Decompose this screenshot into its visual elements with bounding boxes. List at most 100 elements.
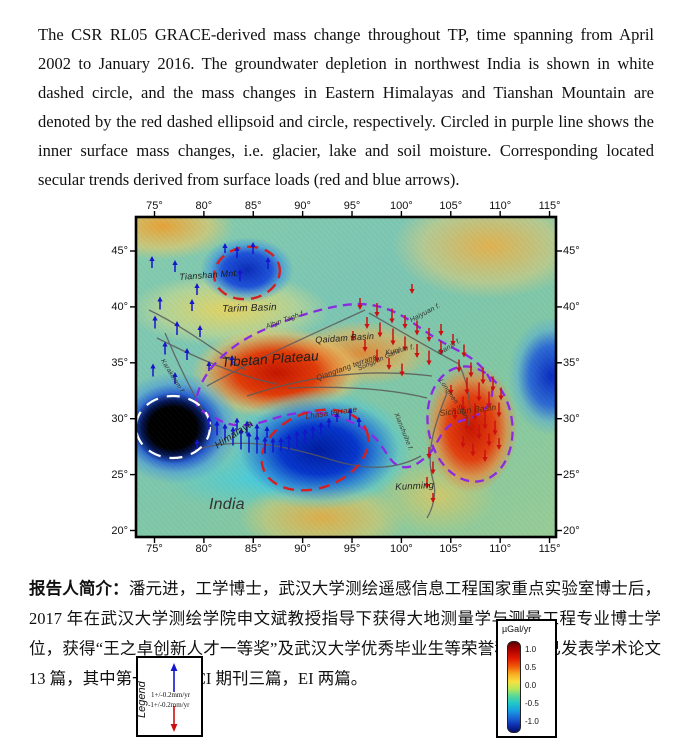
uplift-arrow-icon — [197, 325, 203, 330]
subsidence-arrow-icon — [448, 390, 454, 395]
trend-arrows — [149, 242, 504, 503]
subsidence-arrow-icon — [498, 395, 504, 401]
uplift-arrow-icon — [172, 260, 178, 265]
colorbar-tick-label: -0.5 — [525, 699, 539, 708]
legend-title: Legend — [136, 681, 148, 718]
axis-tick-label: 110° — [489, 200, 512, 212]
map-label: Kunming — [395, 479, 435, 493]
subsidence-arrow-icon — [496, 412, 502, 418]
uplift-arrow-icon — [302, 428, 308, 434]
colorbar-gradient — [507, 641, 521, 733]
uplift-arrow-icon — [230, 426, 236, 432]
axis-tick-label: 95° — [343, 543, 361, 555]
axis-tick-label: 110° — [489, 543, 512, 555]
uplift-arrow-icon — [238, 428, 244, 434]
legend-up-label: 1+/-0.2mm/yr — [151, 691, 191, 699]
uplift-arrow-icon — [318, 422, 324, 427]
subsidence-arrow-icon — [452, 415, 458, 420]
subsidence-arrow-icon — [426, 454, 432, 459]
subsidence-arrow-icon — [461, 352, 467, 358]
subsidence-arrow-icon — [486, 403, 492, 409]
himalaya-red-ellipse — [260, 408, 370, 492]
colorbar-tick-label: -1.0 — [525, 717, 539, 726]
map-label: Tarim Basin — [222, 302, 277, 315]
axis-tick-label: 40° — [111, 300, 128, 313]
subsidence-arrow-icon — [357, 305, 363, 310]
uplift-arrow-icon — [250, 242, 256, 247]
axis-tick-label: 105° — [439, 200, 463, 212]
subsidence-arrow-icon — [472, 415, 478, 421]
subsidence-arrow-icon — [486, 441, 492, 447]
subsidence-arrow-icon — [492, 430, 498, 436]
subsidence-arrow-icon — [470, 451, 476, 457]
axis-tick-label: 90° — [294, 200, 311, 212]
uplift-arrow-icon — [254, 423, 260, 429]
tianshan-red-circle — [212, 245, 282, 301]
subsidence-arrow-icon — [374, 312, 380, 317]
sichuan-purple-circle — [426, 365, 514, 483]
subsidence-arrow-icon — [377, 332, 383, 338]
axis-tick-label: 105° — [439, 543, 463, 555]
subsidence-arrow-icon — [460, 406, 466, 412]
subsidence-arrow-icon — [438, 331, 444, 336]
axis-tick-label: 75° — [146, 200, 163, 212]
subsidence-arrow-icon — [389, 318, 395, 324]
subsidence-arrow-icon — [460, 443, 466, 448]
subsidence-arrow-icon — [476, 396, 482, 402]
uplift-arrow-icon — [265, 257, 271, 262]
uplift-arrow-icon — [149, 256, 155, 261]
axis-tick-label: 80° — [195, 543, 213, 555]
uplift-arrow-icon — [326, 417, 332, 423]
axis-tick-label: 40° — [563, 300, 580, 313]
axis-ticks — [130, 211, 562, 543]
subsidence-arrow-icon — [350, 336, 356, 341]
terrain-texture — [137, 218, 555, 536]
uplift-arrow-icon — [152, 315, 158, 321]
uplift-arrow-icon — [222, 243, 228, 248]
uplift-arrow-icon — [229, 355, 235, 360]
uplift-arrow-icon — [172, 372, 178, 377]
subsidence-arrow-icon — [430, 498, 436, 503]
axis-tick-label: 30° — [563, 412, 580, 425]
map-label: India — [209, 496, 245, 513]
legend-down-label: -1+/-0.2mm/yr — [148, 701, 190, 709]
uplift-arrow-icon — [294, 430, 300, 436]
subsidence-arrow-icon — [464, 389, 470, 395]
subsidence-arrow-icon — [402, 324, 408, 329]
subsidence-arrow-icon — [476, 434, 482, 440]
uplift-arrow-icon — [237, 269, 243, 274]
uplift-arrow-icon — [310, 425, 316, 431]
subsidence-arrow-icon — [362, 347, 368, 352]
axis-tick-label: 30° — [111, 412, 128, 425]
subsidence-arrow-icon — [426, 360, 432, 366]
subsidence-arrow-icon — [426, 337, 432, 342]
axis-tick-label: 45° — [563, 245, 580, 257]
uplift-arrow-icon — [234, 417, 240, 423]
axis-tick-label: 95° — [343, 200, 361, 212]
subsidence-arrow-icon — [496, 445, 502, 450]
subsidence-arrow-icon — [456, 367, 462, 373]
colorbar-title: µGal/yr — [502, 624, 532, 634]
legend-down-arrow-icon — [170, 724, 178, 732]
map-overlay-svg — [130, 211, 562, 543]
uplift-arrow-icon — [162, 341, 168, 347]
subsidence-arrow-icon — [468, 372, 474, 378]
speaker-bio: 报告人简介：潘元进，工学博士，武汉大学测绘遥感信息工程国家重点实验室博士后，20… — [29, 574, 661, 694]
mass-change-raster — [137, 218, 555, 536]
axis-tick-label: 35° — [563, 356, 580, 369]
india-white-circle — [134, 394, 212, 460]
axis-tick-label: 20° — [563, 524, 580, 537]
axis-tick-label: 90° — [294, 543, 311, 555]
axis-tick-label: 75° — [146, 543, 163, 555]
uplift-arrow-icon — [206, 416, 212, 422]
subsidence-arrow-icon — [364, 324, 370, 329]
subsidence-arrow-icon — [438, 350, 444, 355]
grace-map-figure: Tianshan Mnt. Tarim Basin Altyn Tagh f. Qai… — [0, 199, 690, 738]
axis-tick-label: 100° — [390, 543, 413, 555]
axis-tick-label: 35° — [111, 356, 128, 369]
uplift-arrow-icon — [347, 408, 353, 413]
subsidence-arrow-icon — [450, 341, 456, 346]
subsidence-arrow-icon — [482, 424, 488, 430]
uplift-arrow-icon — [157, 296, 163, 302]
subsidence-arrow-icon — [414, 353, 420, 358]
